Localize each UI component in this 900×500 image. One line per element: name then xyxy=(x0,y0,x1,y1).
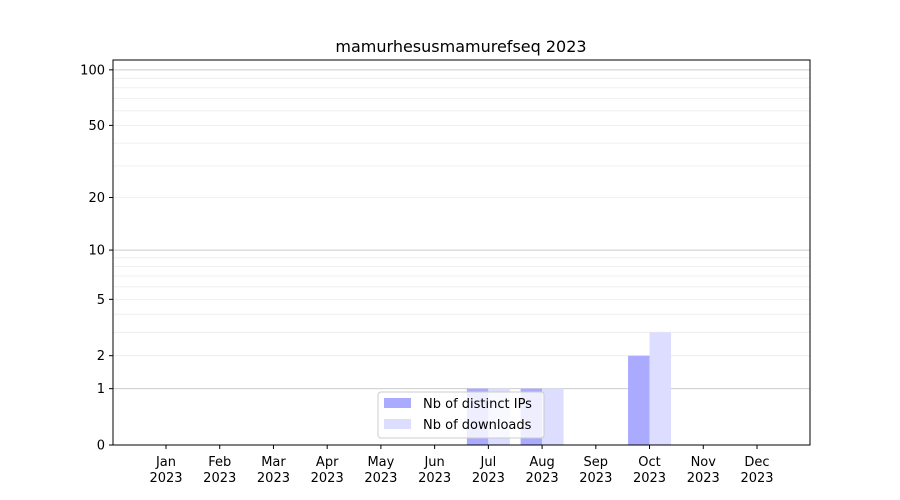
y-tick-label: 0 xyxy=(97,439,105,454)
legend-swatch xyxy=(384,419,411,429)
x-tick-label: Mar 2023 xyxy=(257,455,290,486)
bar-downloads xyxy=(649,332,672,445)
legend: Nb of distinct IPs Nb of downloads xyxy=(377,391,545,439)
x-tick-label: Nov 2023 xyxy=(687,455,720,486)
plot-frame xyxy=(112,59,811,446)
x-tick-label: Sep 2023 xyxy=(579,455,612,486)
legend-box xyxy=(377,391,545,439)
y-tick-label: 100 xyxy=(80,63,105,78)
y-tick-label: 1 xyxy=(97,382,105,397)
legend-label: Nb of distinct IPs xyxy=(423,397,532,412)
x-tick-label: Dec 2023 xyxy=(740,455,773,486)
x-tick-label: Jun 2023 xyxy=(418,455,451,486)
legend-label: Nb of downloads xyxy=(423,418,532,433)
chart-title: mamurhesusmamurefseq 2023 xyxy=(335,37,586,56)
legend-swatch xyxy=(384,398,411,408)
y-tick-label: 50 xyxy=(88,119,105,134)
x-tick-label: Aug 2023 xyxy=(526,455,559,486)
y-tick-label: 10 xyxy=(88,244,105,259)
x-tick-label: Jan 2023 xyxy=(149,455,182,486)
y-tick-label: 20 xyxy=(88,191,105,206)
x-tick-label: Feb 2023 xyxy=(203,455,236,486)
x-tick-label: Jul 2023 xyxy=(472,455,505,486)
bar-distinct-ips xyxy=(628,355,650,445)
x-tick-label: May 2023 xyxy=(364,455,397,486)
bar-downloads xyxy=(542,388,564,445)
y-tick-label: 5 xyxy=(97,293,105,308)
x-tick-label: Oct 2023 xyxy=(633,455,666,486)
y-tick-label: 2 xyxy=(97,349,105,364)
x-tick-label: Apr 2023 xyxy=(311,455,344,486)
